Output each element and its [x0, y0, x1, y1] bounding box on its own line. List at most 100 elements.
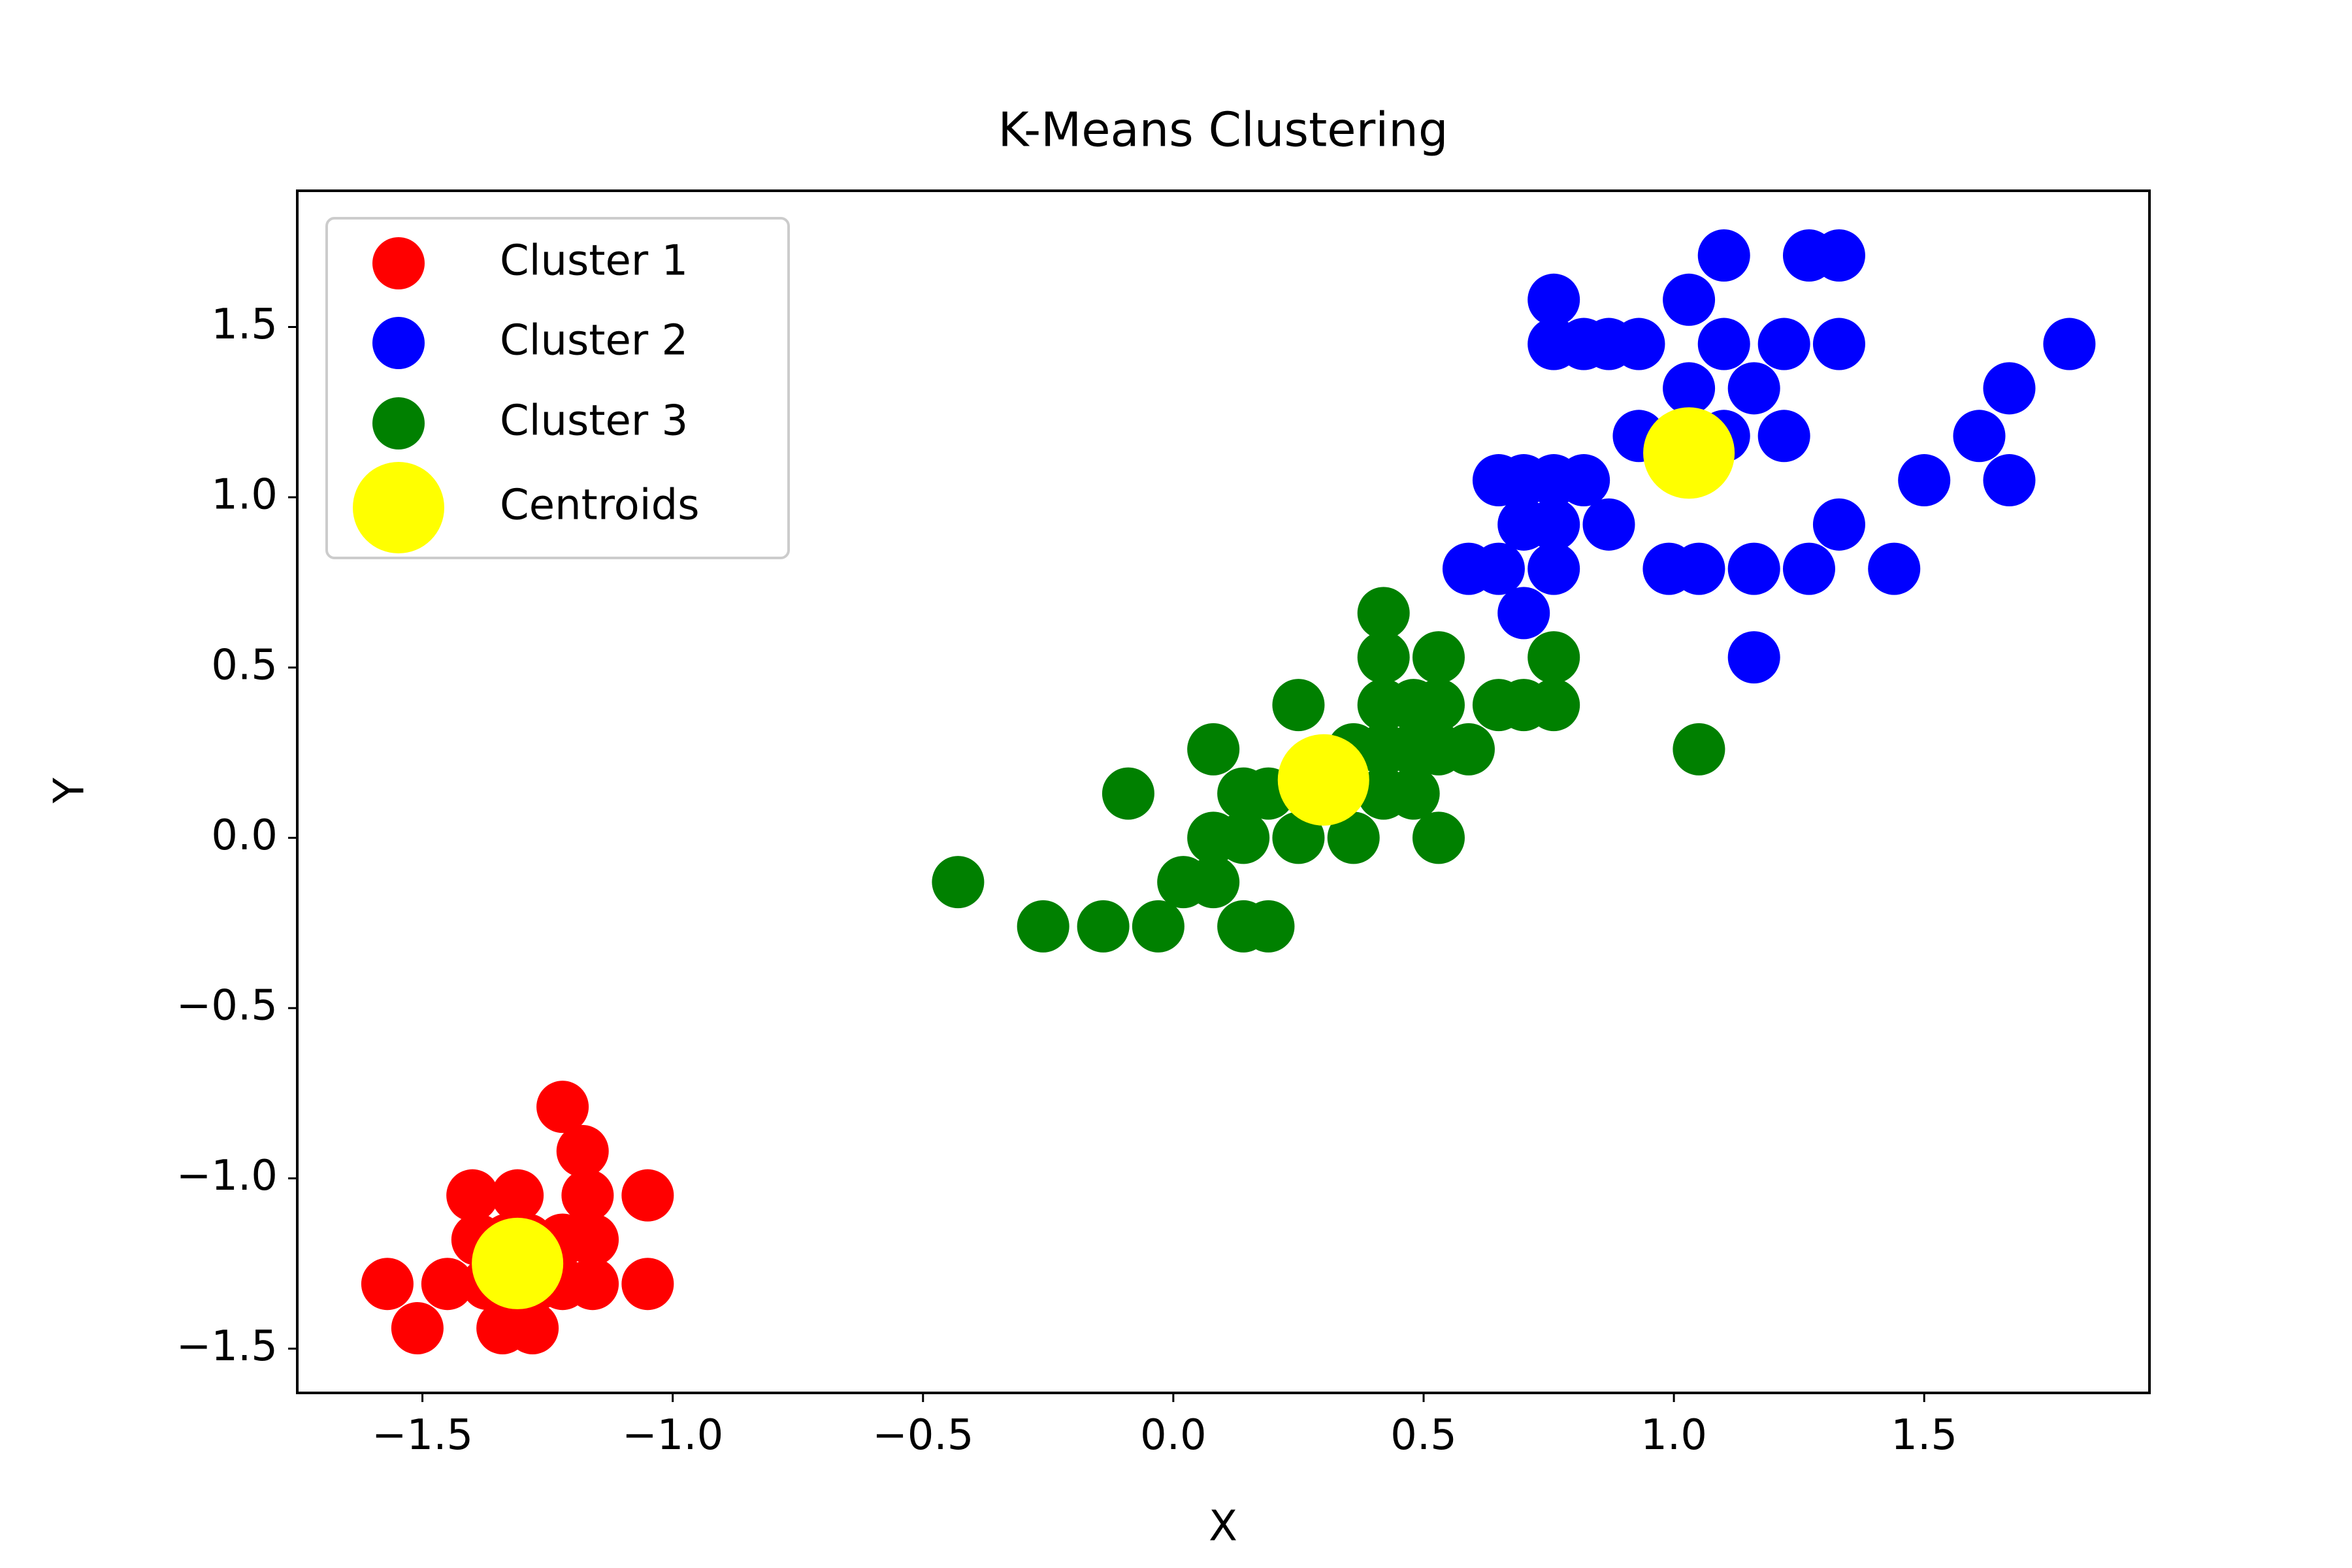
- cluster-point: [621, 1258, 674, 1311]
- cluster-point: [1077, 900, 1130, 953]
- cluster-point: [1727, 631, 1780, 684]
- legend-label: Centroids: [500, 482, 700, 530]
- legend-item: Centroids: [353, 462, 700, 553]
- cluster-point: [1187, 723, 1240, 776]
- cluster-point: [1357, 587, 1410, 640]
- y-tick-label: −1.5: [176, 1322, 278, 1371]
- cluster-point: [536, 1081, 589, 1134]
- legend-label: Cluster 3: [500, 397, 688, 446]
- cluster-point: [1472, 542, 1525, 595]
- cluster-point: [1983, 454, 2036, 507]
- x-tick-label: 1.5: [1891, 1411, 1957, 1460]
- cluster-point: [1612, 318, 1665, 370]
- cluster-point: [2043, 318, 2096, 370]
- x-tick-label: 0.5: [1390, 1411, 1457, 1460]
- plot-frame: [296, 189, 2151, 1394]
- cluster-point: [1898, 454, 1951, 507]
- centroid-point: [1277, 734, 1369, 826]
- cluster-point: [1673, 542, 1725, 595]
- legend-marker: [372, 317, 425, 369]
- cluster-point: [1953, 410, 2006, 463]
- legend-item: Cluster 3: [372, 397, 688, 449]
- cluster-point: [1412, 679, 1465, 732]
- legend-marker: [353, 462, 444, 553]
- cluster-point: [1412, 631, 1465, 684]
- y-axis: −1.5 −1.0 −0.5 0.0 0.5 1.0 1.5: [176, 301, 297, 1371]
- x-tick-label: 0.0: [1140, 1411, 1207, 1460]
- cluster-point: [1527, 273, 1580, 326]
- cluster-point: [1527, 679, 1580, 732]
- cluster-point: [1812, 229, 1865, 282]
- cluster-point: [1132, 900, 1184, 953]
- legend-marker: [372, 397, 425, 449]
- cluster-point: [566, 1213, 619, 1266]
- series-cluster-2: [1442, 229, 2096, 684]
- centroid-point: [1643, 407, 1735, 499]
- cluster-point: [361, 1258, 414, 1311]
- cluster-point: [1782, 542, 1835, 595]
- cluster-point: [1727, 362, 1780, 415]
- y-axis-label: Y: [46, 777, 94, 804]
- legend-item: Cluster 1: [372, 237, 688, 289]
- x-axis-label: X: [1209, 1503, 1237, 1551]
- cluster-point: [1697, 318, 1750, 370]
- cluster-point: [1812, 318, 1865, 370]
- cluster-point: [621, 1169, 674, 1222]
- cluster-point: [1527, 542, 1580, 595]
- x-tick-label: −0.5: [872, 1411, 973, 1460]
- legend: Cluster 1 Cluster 2 Cluster 3 Centroids: [325, 217, 790, 559]
- cluster-point: [506, 1301, 559, 1354]
- x-tick-label: −1.0: [622, 1411, 723, 1460]
- legend-item: Cluster 2: [372, 317, 688, 369]
- cluster-point: [1327, 811, 1380, 864]
- series-cluster-3: [932, 587, 1725, 953]
- chart-title: K-Means Clustering: [998, 103, 1448, 157]
- points-layer: [361, 229, 2096, 1354]
- cluster-point: [1272, 811, 1325, 864]
- cluster-point: [932, 856, 985, 909]
- centroid-point: [472, 1217, 564, 1309]
- cluster-point: [1663, 273, 1716, 326]
- cluster-point: [1727, 542, 1780, 595]
- cluster-point: [1582, 498, 1635, 551]
- y-tick-label: 1.0: [211, 471, 278, 519]
- cluster-point: [1017, 900, 1070, 953]
- cluster-point: [1868, 542, 1921, 595]
- legend-label: Cluster 2: [500, 317, 688, 365]
- y-tick-label: 0.5: [211, 641, 278, 689]
- cluster-point: [1357, 631, 1410, 684]
- cluster-point: [1812, 498, 1865, 551]
- cluster-point: [1102, 767, 1154, 820]
- x-tick-label: 1.0: [1641, 1411, 1707, 1460]
- series-centroids: [472, 407, 1735, 1309]
- cluster-point: [1558, 454, 1610, 507]
- cluster-point: [1663, 362, 1716, 415]
- cluster-point: [491, 1169, 544, 1222]
- legend-marker: [372, 237, 425, 289]
- cluster-point: [1497, 587, 1550, 640]
- cluster-point: [1272, 679, 1325, 732]
- x-tick-label: −1.5: [372, 1411, 473, 1460]
- y-tick-label: 0.0: [211, 811, 278, 860]
- cluster-point: [421, 1258, 474, 1311]
- cluster-point: [1697, 229, 1750, 282]
- cluster-point: [1187, 856, 1240, 909]
- cluster-point: [446, 1169, 499, 1222]
- cluster-point: [1527, 631, 1580, 684]
- cluster-point: [1442, 723, 1495, 776]
- cluster-point: [391, 1301, 444, 1354]
- cluster-point: [566, 1258, 619, 1311]
- y-tick-label: −0.5: [176, 982, 278, 1030]
- cluster-point: [1387, 767, 1440, 820]
- cluster-point: [1983, 362, 2036, 415]
- cluster-point: [561, 1169, 614, 1222]
- cluster-point: [1412, 811, 1465, 864]
- cluster-point: [1757, 410, 1810, 463]
- y-tick-label: 1.5: [211, 301, 278, 349]
- cluster-point: [1242, 900, 1295, 953]
- cluster-point: [1673, 723, 1725, 776]
- cluster-point: [1757, 318, 1810, 370]
- x-axis: −1.5 −1.0 −0.5 0.0 0.5 1.0 1.5: [372, 1393, 1957, 1460]
- cluster-point: [556, 1124, 609, 1177]
